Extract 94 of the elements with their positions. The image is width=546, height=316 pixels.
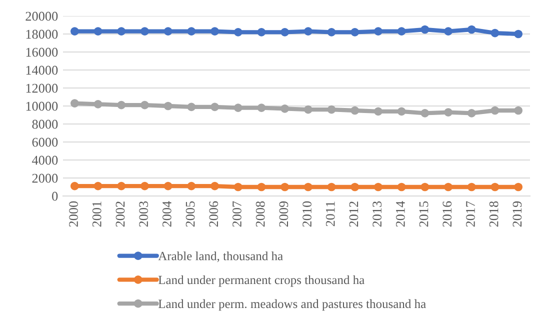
point	[350, 106, 360, 115]
point	[397, 107, 406, 116]
point	[117, 27, 126, 36]
point	[70, 27, 79, 36]
y-tick-label: 18000	[26, 30, 58, 39]
y-tick-label: 16000	[26, 48, 58, 57]
point	[514, 182, 522, 192]
point	[187, 182, 196, 190]
point	[397, 27, 406, 36]
x-tick-label: 2000	[69, 201, 78, 227]
x-tick-label: 2013	[372, 201, 382, 227]
point	[514, 106, 522, 115]
point	[350, 28, 360, 36]
point	[164, 182, 172, 190]
point	[94, 100, 102, 108]
y-tick-label: 6000	[32, 138, 58, 147]
y-tick-label: 2000	[32, 174, 58, 183]
x-tick-label: 2016	[442, 201, 452, 227]
point	[280, 104, 289, 113]
point	[420, 109, 430, 118]
x-tick-label: 2008	[256, 201, 265, 227]
point	[444, 108, 452, 116]
y-tick-label: 14000	[26, 66, 58, 75]
x-tick-label: 2004	[162, 201, 172, 227]
point	[397, 182, 406, 192]
x-tick-label: 2017	[466, 201, 475, 227]
point	[70, 99, 79, 108]
x-tick-label: 2010	[302, 201, 312, 227]
point	[374, 27, 382, 36]
legend-label: Land under permanent crops thousand ha	[158, 275, 364, 287]
point	[234, 182, 242, 192]
point	[514, 30, 522, 38]
point	[117, 100, 126, 110]
x-tick-label: 2003	[139, 201, 148, 227]
point	[140, 27, 149, 36]
point	[257, 28, 266, 36]
x-tick-label: 2012	[349, 202, 358, 227]
point	[117, 182, 126, 190]
point	[327, 182, 336, 192]
point	[187, 102, 196, 112]
point	[257, 182, 266, 192]
point	[94, 182, 102, 190]
point	[467, 182, 476, 192]
x-tick-label: 2019	[512, 201, 522, 227]
point	[350, 182, 360, 192]
point	[210, 27, 219, 36]
x-tick-label: 2007	[232, 201, 242, 227]
legend-label: Land under perm. meadows and pastures thousand ha	[158, 299, 426, 311]
x-tick-label: 2002	[116, 202, 125, 227]
x-tick-label: 2015	[419, 201, 428, 227]
point	[140, 100, 149, 110]
point	[304, 27, 312, 36]
point	[420, 182, 430, 192]
point	[304, 182, 312, 192]
y-tick-label: 4000	[32, 156, 58, 165]
point	[467, 109, 476, 118]
point	[490, 182, 500, 192]
point	[280, 28, 289, 36]
x-tick-label: 2006	[209, 201, 218, 227]
point	[70, 182, 79, 190]
point	[374, 182, 382, 192]
y-tick-label: 0	[52, 192, 58, 201]
point	[234, 28, 242, 36]
x-tick-label: 2014	[396, 201, 405, 227]
point	[164, 27, 172, 36]
x-tick-label: 2009	[279, 201, 288, 227]
point	[467, 25, 476, 34]
point	[490, 106, 500, 115]
x-tick-label: 2011	[326, 202, 335, 226]
point	[327, 105, 336, 114]
point	[374, 107, 382, 116]
y-tick-label: 10000	[26, 102, 58, 111]
point	[490, 28, 500, 38]
point	[210, 102, 219, 112]
x-tick-label: 2001	[92, 202, 102, 227]
point	[327, 28, 336, 36]
point	[164, 102, 172, 110]
x-tick-label: 2005	[186, 201, 195, 227]
point	[444, 182, 452, 192]
y-tick-label: 8000	[32, 120, 58, 129]
x-tick-label: 2018	[489, 201, 498, 227]
point	[444, 27, 452, 36]
point	[420, 25, 430, 34]
legend-label: Arable land, thousand ha	[158, 251, 283, 262]
point	[257, 104, 266, 112]
y-tick-label: 12000	[26, 84, 58, 93]
point	[234, 104, 242, 112]
point	[94, 27, 102, 36]
point	[280, 182, 289, 192]
point	[304, 105, 312, 114]
point	[140, 182, 149, 190]
point	[210, 182, 219, 190]
y-tick-label: 20000	[26, 12, 58, 21]
point	[187, 27, 196, 36]
